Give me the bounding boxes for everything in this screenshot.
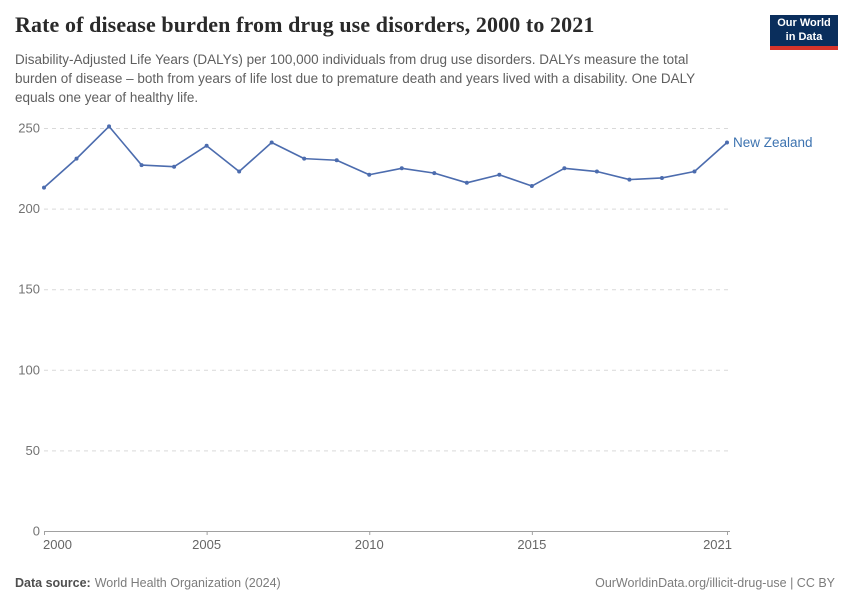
data-point-2015[interactable] <box>529 184 534 189</box>
y-tick-label-50: 50 <box>26 443 40 458</box>
x-tick-label-2005: 2005 <box>192 537 221 552</box>
data-point-2017[interactable] <box>594 169 599 174</box>
series-end-label[interactable]: New Zealand <box>733 135 813 150</box>
data-point-2010[interactable] <box>367 172 372 177</box>
data-point-2011[interactable] <box>399 166 404 171</box>
data-point-2018[interactable] <box>627 177 632 182</box>
data-point-2003[interactable] <box>139 163 144 168</box>
data-point-2012[interactable] <box>432 171 437 176</box>
data-point-2002[interactable] <box>107 124 112 129</box>
x-tick-label-2000: 2000 <box>43 537 72 552</box>
data-point-2020[interactable] <box>692 169 697 174</box>
chart-subtitle: Disability-Adjusted Life Years (DALYs) p… <box>15 52 695 106</box>
x-tick-label-2021: 2021 <box>703 537 732 552</box>
y-tick-label-150: 150 <box>18 282 40 297</box>
x-tick-label-2015: 2015 <box>517 537 546 552</box>
y-tick-label-100: 100 <box>18 362 40 377</box>
data-point-2019[interactable] <box>659 175 664 180</box>
owid-logo[interactable]: Our World in Data <box>770 15 838 50</box>
data-point-2006[interactable] <box>237 169 242 174</box>
data-source-value: World Health Organization (2024) <box>94 576 281 590</box>
data-point-2004[interactable] <box>172 164 177 169</box>
x-tick-label-2010: 2010 <box>355 537 384 552</box>
data-point-2016[interactable] <box>562 166 567 171</box>
credit-line[interactable]: OurWorldinData.org/illicit-drug-use | CC… <box>595 576 835 590</box>
y-tick-label-200: 200 <box>18 201 40 216</box>
data-point-2021[interactable] <box>725 140 729 145</box>
page-title: Rate of disease burden from drug use dis… <box>15 12 595 37</box>
owid-logo-line2: in Data <box>785 30 823 43</box>
series-line-new-zealand[interactable] <box>43 125 728 189</box>
data-point-2009[interactable] <box>334 158 339 163</box>
data-point-2013[interactable] <box>464 180 469 185</box>
y-tick-label-250: 250 <box>18 121 40 136</box>
data-point-2014[interactable] <box>497 172 502 177</box>
owid-logo-line1: Our World <box>777 16 831 29</box>
y-tick-label-0: 0 <box>33 524 40 539</box>
data-source-label: Data source: <box>15 576 91 590</box>
data-point-2008[interactable] <box>302 156 307 161</box>
data-source: Data source: World Health Organization (2… <box>15 576 281 590</box>
data-point-2007[interactable] <box>269 140 274 145</box>
data-point-2005[interactable] <box>204 143 209 148</box>
data-point-2000[interactable] <box>42 185 46 190</box>
data-point-2001[interactable] <box>74 156 79 161</box>
